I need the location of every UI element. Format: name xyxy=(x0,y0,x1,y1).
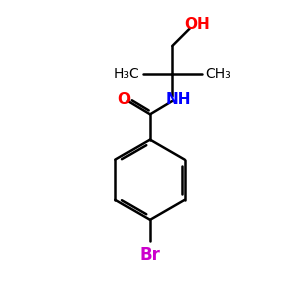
Text: H₃C: H₃C xyxy=(113,67,139,81)
Text: CH₃: CH₃ xyxy=(205,67,231,81)
Text: NH: NH xyxy=(166,92,192,107)
Text: Br: Br xyxy=(140,246,160,264)
Text: O: O xyxy=(117,92,130,107)
Text: OH: OH xyxy=(184,17,210,32)
